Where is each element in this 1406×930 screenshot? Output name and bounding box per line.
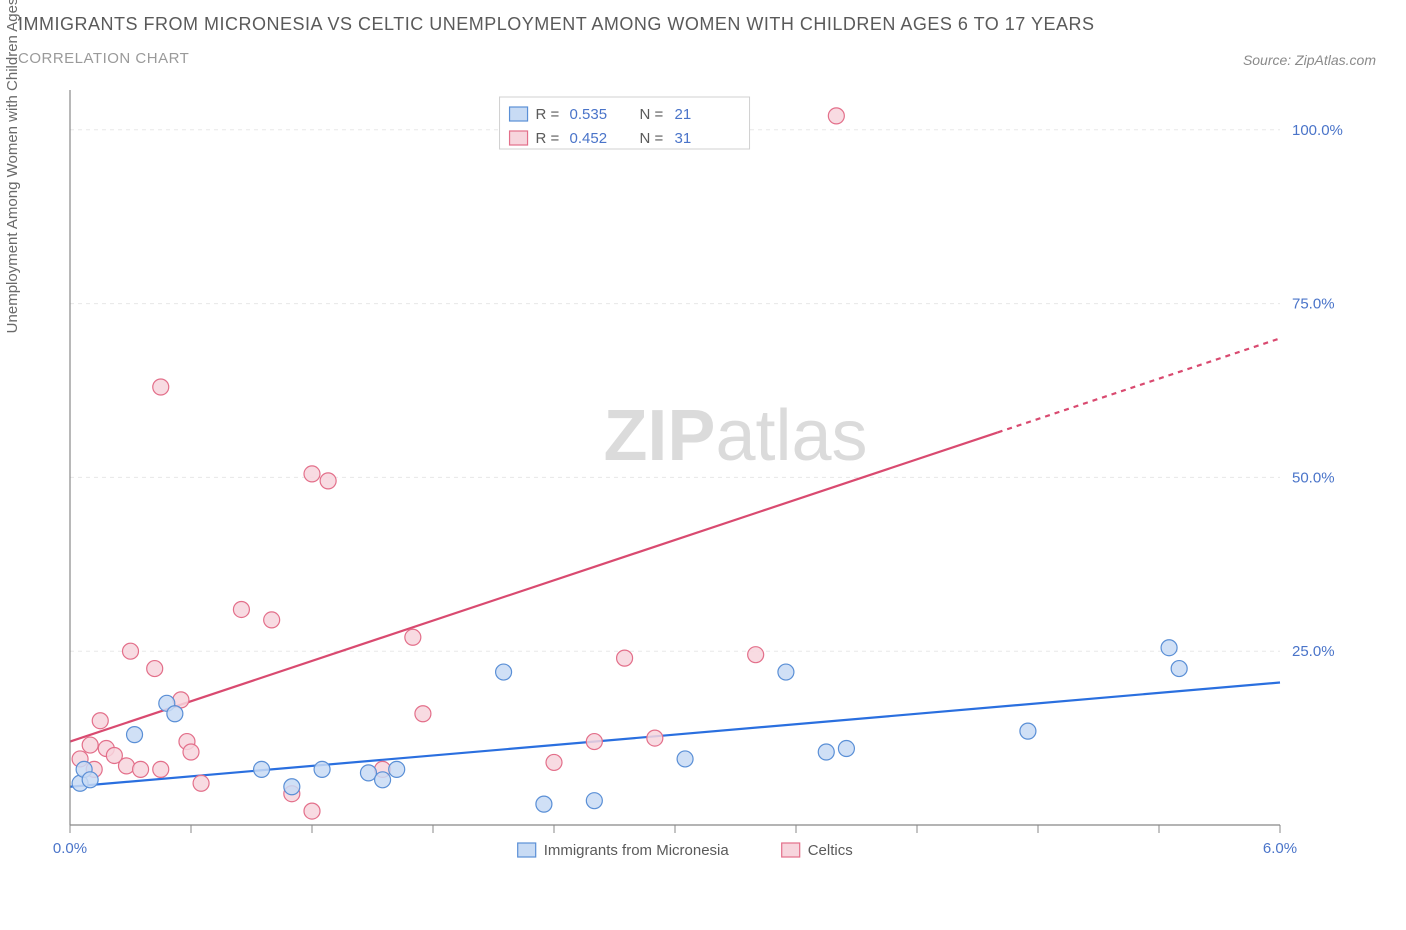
data-point [1020, 723, 1036, 739]
legend-r-label: R = [536, 106, 560, 123]
data-point [92, 713, 108, 729]
watermark: ZIPatlas [603, 396, 867, 476]
legend-r-label: R = [536, 130, 560, 147]
data-point [1161, 640, 1177, 656]
data-point [167, 706, 183, 722]
data-point [314, 761, 330, 777]
y-axis-label: Unemployment Among Women with Children A… [4, 0, 21, 470]
legend-swatch [510, 107, 528, 121]
bottom-legend-label: Celtics [808, 842, 853, 859]
data-point [647, 730, 663, 746]
trend-line-dashed [998, 338, 1280, 432]
data-point [778, 664, 794, 680]
bottom-legend-swatch [782, 843, 800, 857]
data-point [133, 761, 149, 777]
data-point [748, 647, 764, 663]
data-point [82, 772, 98, 788]
data-point [496, 664, 512, 680]
data-point [677, 751, 693, 767]
legend-swatch [510, 131, 528, 145]
data-point [586, 793, 602, 809]
legend-n-value: 31 [675, 130, 692, 147]
bottom-legend-swatch [518, 843, 536, 857]
legend-n-label: N = [640, 106, 664, 123]
data-point [828, 108, 844, 124]
data-point [405, 629, 421, 645]
data-point [147, 661, 163, 677]
data-point [536, 796, 552, 812]
data-point [118, 758, 134, 774]
data-point [360, 765, 376, 781]
data-point [123, 643, 139, 659]
data-point [127, 727, 143, 743]
data-point [264, 612, 280, 628]
legend-n-label: N = [640, 130, 664, 147]
data-point [233, 601, 249, 617]
y-tick-label: 75.0% [1292, 296, 1335, 313]
chart-container: IMMIGRANTS FROM MICRONESIA VS CELTIC UNE… [0, 0, 1406, 930]
trend-line [70, 682, 1280, 786]
y-tick-label: 50.0% [1292, 469, 1335, 486]
data-point [818, 744, 834, 760]
source-attribution: Source: ZipAtlas.com [1243, 52, 1376, 68]
legend-r-value: 0.535 [570, 106, 608, 123]
scatter-plot: ZIPatlas 0.0% 6.0% 25.0% 50.0% 75.0% 100.0% R =… [50, 85, 1370, 885]
trend-line [70, 432, 998, 741]
data-point [389, 761, 405, 777]
data-point [415, 706, 431, 722]
data-point [193, 775, 209, 791]
data-point [320, 473, 336, 489]
data-point [304, 466, 320, 482]
data-point [254, 761, 270, 777]
chart-title: IMMIGRANTS FROM MICRONESIA VS CELTIC UNE… [18, 14, 1095, 35]
data-point [838, 741, 854, 757]
data-point [82, 737, 98, 753]
legend-r-value: 0.452 [570, 130, 608, 147]
data-point [375, 772, 391, 788]
chart-subtitle: CORRELATION CHART [18, 50, 189, 67]
legend-n-value: 21 [675, 106, 692, 123]
x-tick-label: 6.0% [1263, 840, 1297, 857]
data-point [153, 379, 169, 395]
data-point [284, 779, 300, 795]
y-tick-label: 100.0% [1292, 122, 1343, 139]
data-point [304, 803, 320, 819]
data-point [546, 754, 562, 770]
data-point [617, 650, 633, 666]
data-point [1171, 661, 1187, 677]
y-tick-label: 25.0% [1292, 643, 1335, 660]
data-point [586, 734, 602, 750]
bottom-legend-label: Immigrants from Micronesia [544, 842, 730, 859]
data-point [153, 761, 169, 777]
x-tick-label: 0.0% [53, 840, 87, 857]
data-point [183, 744, 199, 760]
